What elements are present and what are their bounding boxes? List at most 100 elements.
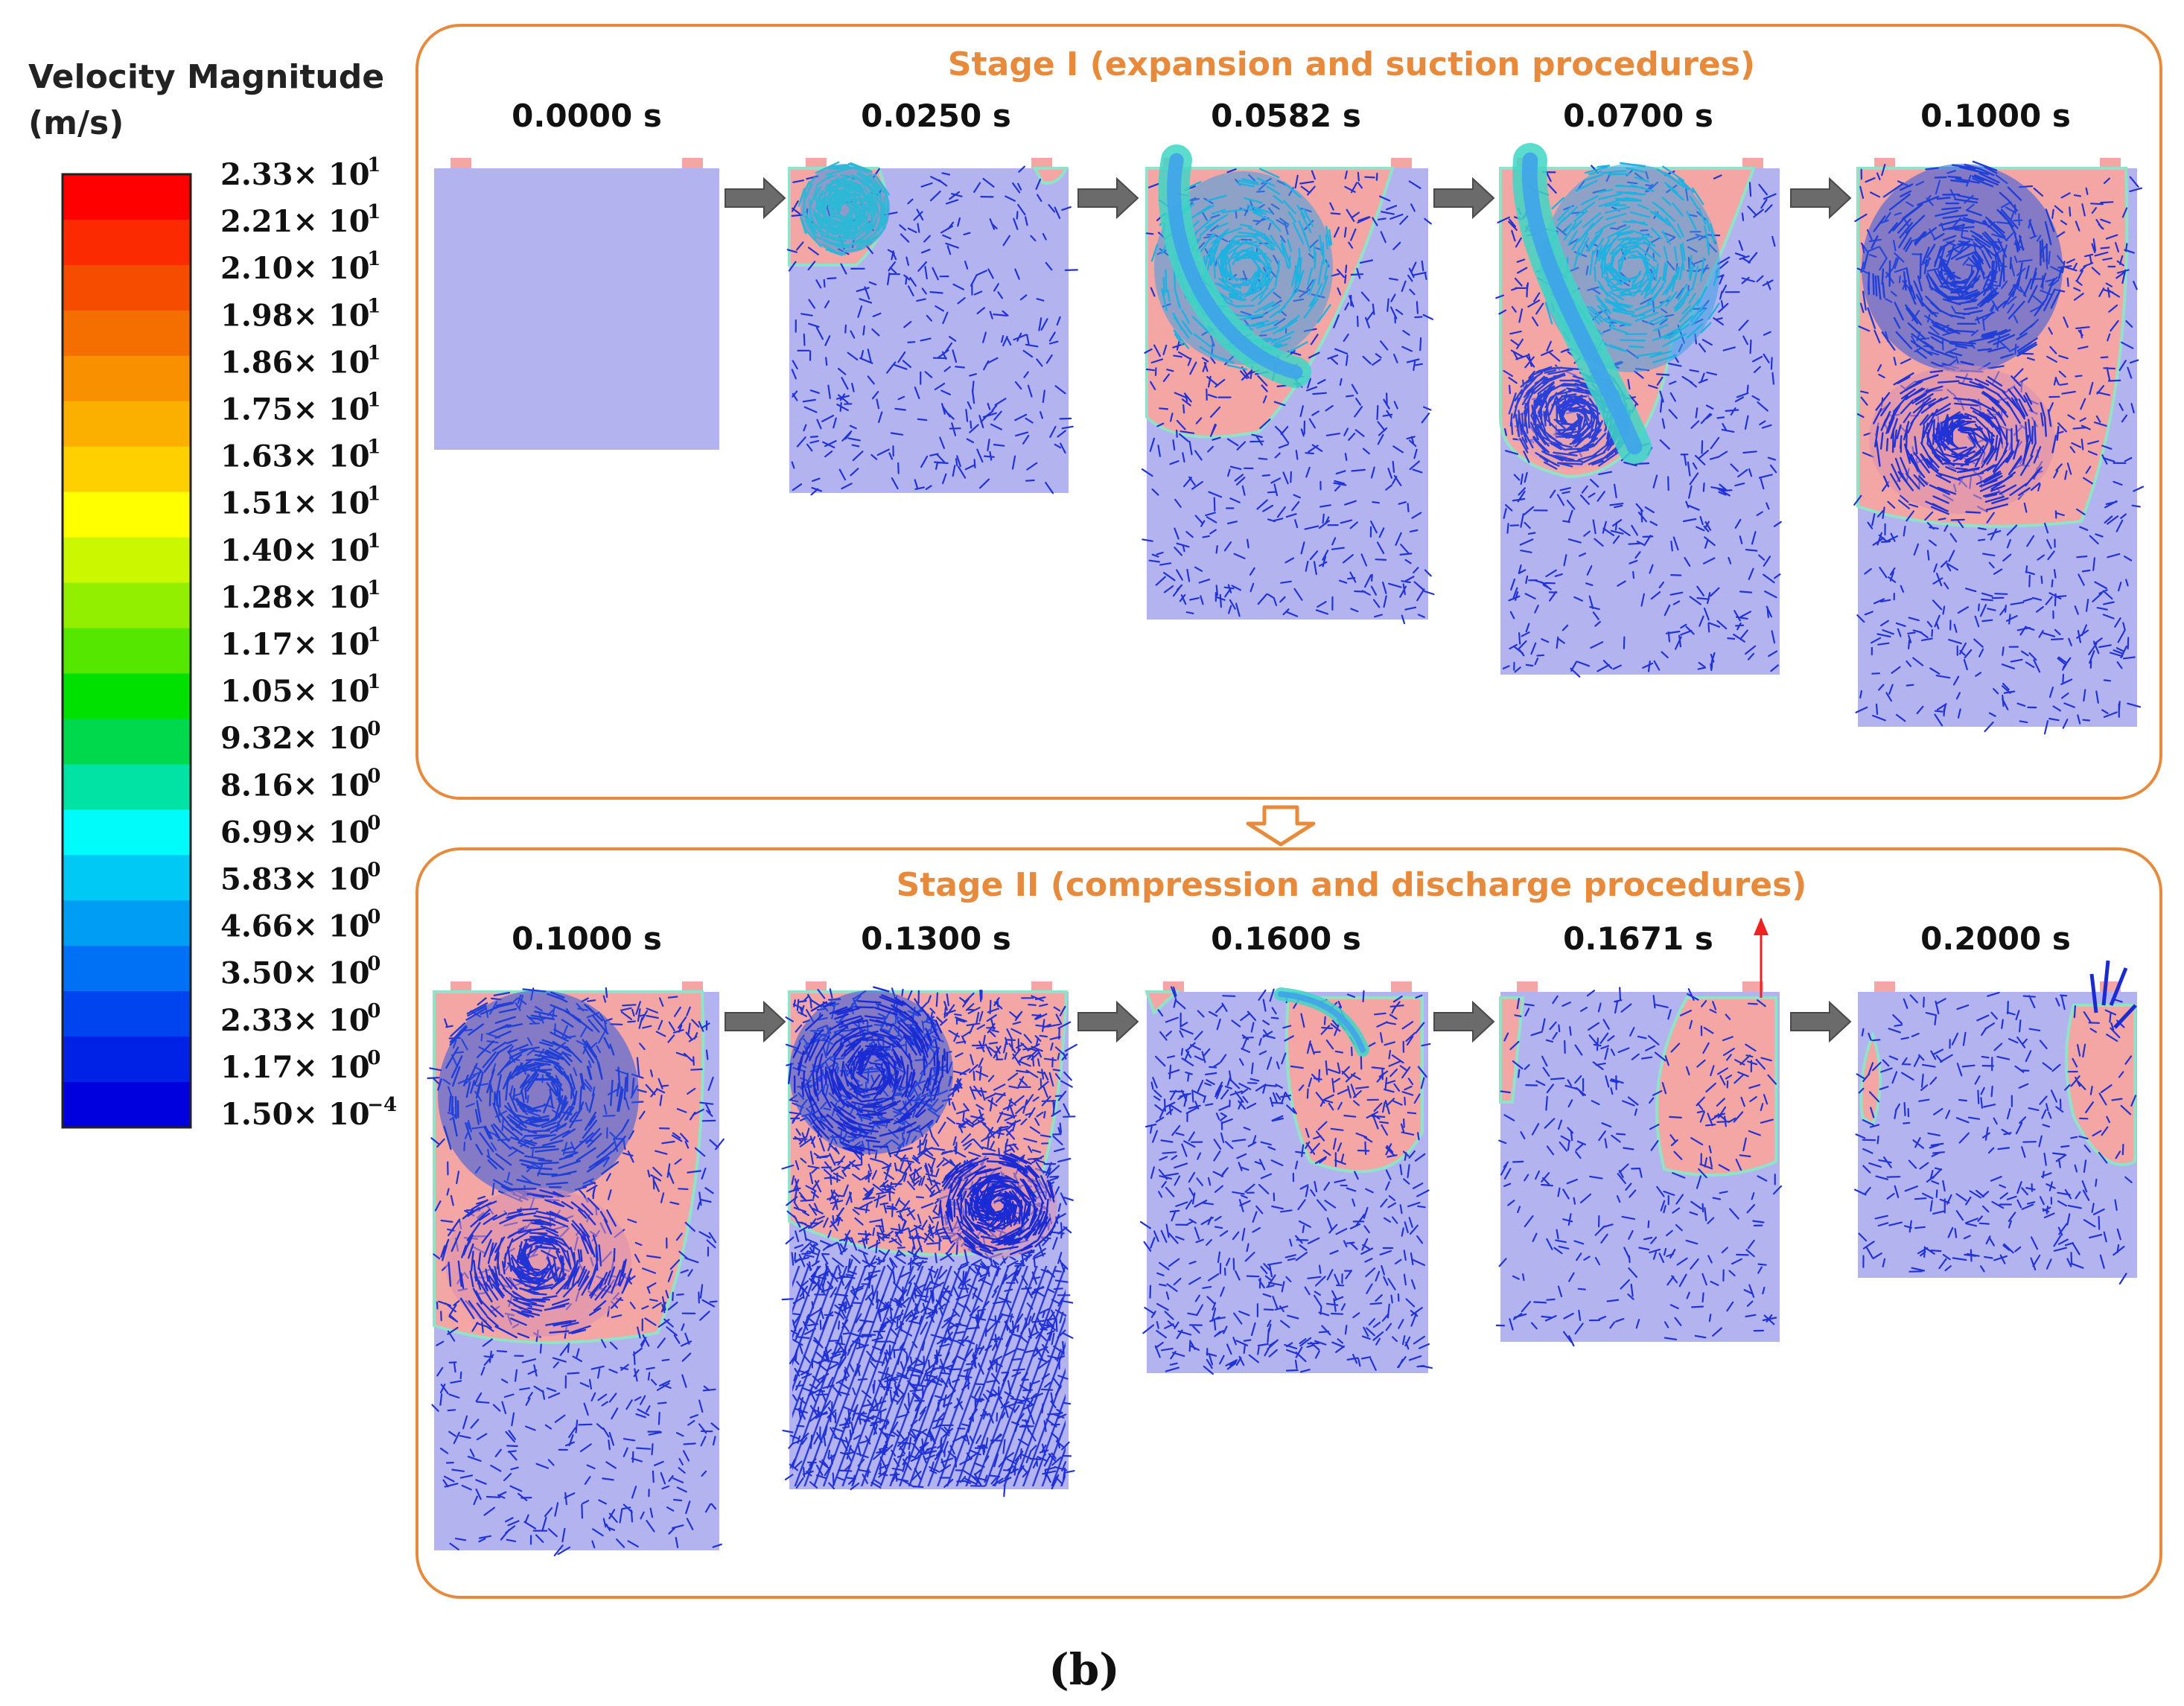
legend-color-segment <box>63 1082 191 1128</box>
legend-color-segment <box>63 401 191 448</box>
legend-tick-exponent: 1 <box>367 248 381 270</box>
stage2-title: Stage II (compression and discharge proc… <box>897 866 1807 904</box>
time-label: 0.0700 s <box>1563 98 1713 134</box>
outlet-port <box>1391 158 1412 168</box>
stage2-frame <box>416 847 2162 1599</box>
sequence-arrow <box>1790 176 1852 220</box>
inlet-port <box>806 158 827 168</box>
inlet-jet-core <box>1167 153 1303 380</box>
chamber-domain <box>434 168 719 450</box>
legend-color-segment <box>63 537 191 584</box>
legend-tick-exponent: 0 <box>367 953 381 975</box>
sequence-arrow <box>1433 1000 1495 1043</box>
time-label: 0.2000 s <box>1920 920 2071 957</box>
stage1-arrows <box>725 176 1852 220</box>
chamber-snapshot <box>786 158 1078 496</box>
legend-color-segment <box>63 809 191 856</box>
sequence-arrow <box>1077 1000 1139 1043</box>
time-label: 0.1671 s <box>1563 920 1713 957</box>
legend-tick-exponent: 1 <box>367 295 381 317</box>
legend-tick-exponent: 1 <box>367 671 381 693</box>
low-velocity-region <box>1032 167 1069 185</box>
inlet-port <box>1517 981 1538 992</box>
time-label: 0.1600 s <box>1211 920 1361 957</box>
legend-tick-label: 2.33× 10 <box>220 157 370 192</box>
velocity-vectors <box>1854 991 2137 1285</box>
legend-tick-label: 1.05× 10 <box>220 674 370 709</box>
chamber-snapshot <box>1141 144 1435 625</box>
legend-title-line1: Velocity Magnitude <box>28 58 384 96</box>
legend-color-segment <box>63 719 191 765</box>
legend-tick-exponent: 0 <box>367 859 381 882</box>
low-velocity-region <box>2065 1004 2136 1166</box>
vortex-vectors <box>938 1153 1060 1259</box>
velocity-vectors <box>1139 986 1433 1375</box>
legend-color-segment <box>63 219 191 266</box>
outlet-port <box>1031 158 1052 168</box>
stage1-snapshots <box>434 143 2145 735</box>
figure-caption: (b) <box>1048 1644 1119 1695</box>
vortex-vectors <box>788 986 949 1156</box>
stage2-arrows <box>725 1000 1852 1043</box>
legend: Velocity Magnitude (m/s) 2.33× 1012.21× … <box>28 58 397 1132</box>
legend-tick-exponent: 1 <box>367 201 381 223</box>
legend-tick-exponent: 0 <box>367 812 381 834</box>
stage2-snapshots <box>427 917 2137 1556</box>
chamber-snapshot <box>1854 960 2137 1285</box>
legend-tick-label: 5.83× 10 <box>220 862 370 897</box>
inlet-port <box>451 158 471 168</box>
outlet-port <box>2100 158 2121 168</box>
velocity-vectors <box>786 165 1078 496</box>
legend-tick-exponent: 0 <box>367 765 381 787</box>
stage1-panel: Stage I (expansion and suction procedure… <box>416 24 2162 800</box>
legend-tick-label: 1.50× 10 <box>220 1097 370 1132</box>
inlet-port <box>1874 158 1895 168</box>
legend-color-segment <box>63 310 191 357</box>
sequence-arrow <box>1077 176 1139 220</box>
chamber-snapshot <box>781 981 1077 1497</box>
legend-color-segment <box>63 264 191 311</box>
vortex-vectors <box>1873 360 2060 515</box>
legend-tick-label: 1.86× 10 <box>220 345 370 380</box>
time-label: 0.0582 s <box>1211 98 1361 134</box>
inlet-jet-core <box>1521 152 1643 455</box>
legend-tick-label: 1.75× 10 <box>220 392 370 427</box>
legend-color-segment <box>63 628 191 675</box>
legend-tick-exponent: 1 <box>367 389 381 412</box>
legend-tick-label: 8.16× 10 <box>220 768 370 803</box>
stage2-panel: Stage II (compression and discharge proc… <box>416 847 2162 1599</box>
chamber-snapshot <box>1495 917 1783 1347</box>
sequence-arrow <box>1433 176 1495 220</box>
outlet-port <box>1742 981 1763 992</box>
legend-tick-label: 2.10× 10 <box>220 251 370 286</box>
legend-tick-exponent: 1 <box>367 436 381 459</box>
time-label: 0.1000 s <box>1920 98 2071 134</box>
legend-tick-label: 1.98× 10 <box>220 298 370 333</box>
chamber-snapshot <box>1495 143 1782 678</box>
outlet-port <box>682 158 703 168</box>
chamber-snapshot <box>1853 158 2145 735</box>
legend-color-segment <box>63 991 191 1037</box>
legend-tick-label: 1.17× 10 <box>220 1050 370 1085</box>
vortex-core <box>938 1154 1057 1258</box>
legend-tick-exponent: 0 <box>367 1047 381 1069</box>
legend-tick-label: 6.99× 10 <box>220 815 370 850</box>
legend-color-segment <box>63 900 191 946</box>
inlet-port <box>451 981 471 992</box>
stage1-time-labels: 0.0000 s 0.0250 s 0.0582 s 0.0700 s 0.1000 s <box>512 98 2071 134</box>
legend-tick-exponent: 0 <box>367 906 381 929</box>
legend-tick-label: 2.21× 10 <box>220 204 370 239</box>
chamber-snapshot <box>1139 981 1433 1375</box>
vortex-vectors <box>797 161 891 256</box>
outlet-port <box>1742 158 1763 168</box>
legend-tick-label: 1.51× 10 <box>220 486 370 521</box>
low-velocity-region <box>1655 996 1777 1177</box>
legend-color-segment <box>63 1037 191 1083</box>
legend-tick-label: 2.33× 10 <box>220 1003 370 1038</box>
sequence-arrow <box>725 1000 786 1043</box>
legend-tick-label: 9.32× 10 <box>220 721 370 756</box>
legend-tick-exponent: 1 <box>367 154 381 176</box>
low-velocity-region <box>1499 996 1525 1104</box>
outlet-port <box>682 981 703 992</box>
